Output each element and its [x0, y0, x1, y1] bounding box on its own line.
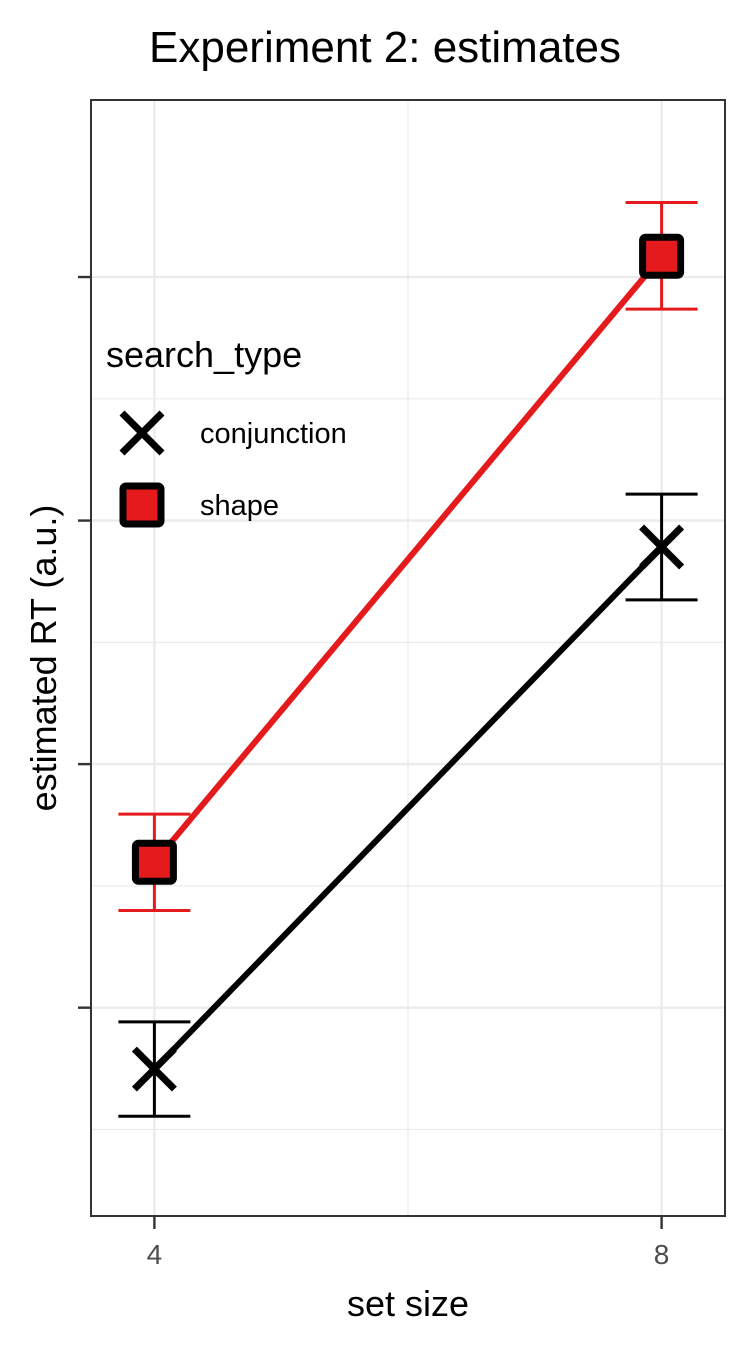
plot-panel-border — [90, 99, 726, 1217]
series-conjunction — [118, 492, 698, 1118]
legend-label: shape — [200, 490, 279, 522]
grid — [91, 100, 725, 1216]
legend-title: search_type — [106, 334, 302, 375]
legend-item-shape: shape — [119, 482, 279, 528]
data-point — [639, 524, 685, 570]
series-line — [152, 254, 664, 865]
legend: search_type conjunction shape — [106, 334, 347, 528]
legend-label: conjunction — [200, 418, 347, 450]
legend-key — [119, 410, 165, 456]
data-point — [131, 839, 177, 885]
x-axis-title: set size — [347, 1283, 469, 1324]
series-shape — [118, 200, 698, 912]
data-point — [639, 233, 685, 279]
y-axis-title: estimated RT (a.u.) — [23, 505, 64, 812]
data-point — [131, 1046, 177, 1092]
series-layer — [118, 200, 698, 1118]
series-line — [152, 544, 664, 1072]
x-tick-label: 8 — [654, 1239, 670, 1270]
x-tick-label: 4 — [147, 1239, 163, 1270]
legend-item-conjunction: conjunction — [119, 410, 347, 456]
chart-title: Experiment 2: estimates — [149, 23, 621, 72]
legend-key — [119, 482, 165, 528]
